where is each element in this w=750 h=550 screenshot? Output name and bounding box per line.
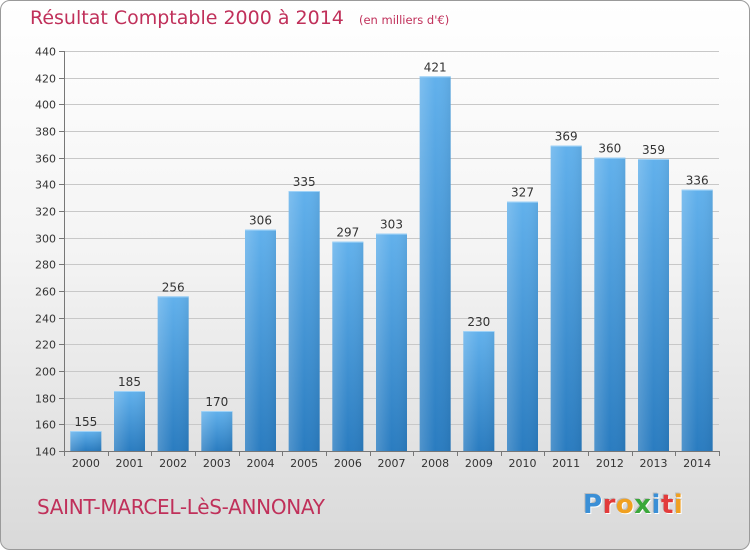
bar-shine <box>419 76 451 451</box>
data-label: 303 <box>380 218 403 232</box>
data-label: 306 <box>249 214 272 228</box>
data-label: 256 <box>162 280 185 294</box>
bar-shine <box>376 233 407 451</box>
data-label: 335 <box>293 175 316 189</box>
x-tick-label: 2007 <box>378 457 406 470</box>
y-tick-label: 300 <box>35 233 56 246</box>
data-label: 185 <box>118 375 141 389</box>
bar-shine <box>114 391 145 451</box>
x-tick-label: 2005 <box>290 457 318 470</box>
bar-shine <box>681 189 713 451</box>
data-label: 170 <box>205 395 228 409</box>
x-tick-label: 2008 <box>421 457 449 470</box>
x-tick-label: 2013 <box>640 457 668 470</box>
x-tick-label: 2012 <box>596 457 624 470</box>
logo-letter: i <box>651 490 661 520</box>
y-tick-label: 380 <box>35 126 56 139</box>
chart-title: Résultat Comptable 2000 à 2014 <box>30 7 344 29</box>
data-label: 421 <box>424 60 447 74</box>
bar-shine <box>550 145 582 451</box>
y-tick-label: 400 <box>35 99 56 112</box>
x-tick-label: 2001 <box>116 457 144 470</box>
data-label: 336 <box>686 174 709 188</box>
bar-shine <box>157 296 189 451</box>
x-tick-label: 2011 <box>552 457 580 470</box>
data-label: 327 <box>511 186 534 200</box>
bar-shine <box>288 191 320 451</box>
x-tick-label: 2003 <box>203 457 231 470</box>
y-tick-label: 160 <box>35 419 56 432</box>
logo-letter: r <box>602 490 616 520</box>
x-tick-label: 2000 <box>72 457 100 470</box>
x-tick-label: 2009 <box>465 457 493 470</box>
y-tick-label: 420 <box>35 73 56 86</box>
bar-shine <box>507 201 538 451</box>
bar-shine <box>245 229 276 451</box>
data-label: 230 <box>467 315 490 329</box>
y-tick-label: 340 <box>35 179 56 192</box>
y-tick-label: 360 <box>35 153 56 166</box>
logo-letter: o <box>615 490 635 520</box>
town-name: SAINT-MARCEL-LèS-ANNONAY <box>37 495 325 519</box>
proxiti-logo: Proxiti <box>583 490 683 520</box>
x-tick-label: 2002 <box>159 457 187 470</box>
y-tick-label: 440 <box>35 46 56 59</box>
logo-letter: t <box>660 490 674 520</box>
y-tick-label: 280 <box>35 259 56 272</box>
bar-shine <box>201 411 233 451</box>
bar-shine <box>463 331 495 451</box>
data-label: 359 <box>642 143 665 157</box>
logo-letter: i <box>673 490 684 520</box>
bar-shine <box>332 241 364 451</box>
data-label: 369 <box>555 130 578 144</box>
data-label: 360 <box>598 142 621 156</box>
y-tick-label: 220 <box>35 339 56 352</box>
y-tick-label: 180 <box>35 393 56 406</box>
chart-title-block: Résultat Comptable 2000 à 2014 (en milli… <box>30 7 449 29</box>
y-tick-label: 200 <box>35 366 56 379</box>
y-tick-label: 320 <box>35 206 56 219</box>
data-label: 155 <box>74 415 97 429</box>
axis-layer: 140 160 180 200 220 240 260 280 300 320 340 360 380 4… <box>35 46 720 470</box>
bars-layer: 155 185 256 170 306 335 297 303 421 230 327 369 360 3… <box>70 60 713 451</box>
y-tick-label: 260 <box>35 286 56 299</box>
logo-letter: P <box>583 490 603 520</box>
bar-shine <box>638 159 669 451</box>
y-tick-label: 140 <box>35 446 56 459</box>
x-tick-label: 2010 <box>509 457 537 470</box>
logo-letter: x <box>634 490 652 520</box>
x-tick-label: 2004 <box>247 457 275 470</box>
bar-shine <box>70 431 102 451</box>
data-label: 297 <box>336 226 359 240</box>
bar-shine <box>594 157 626 451</box>
x-tick-label: 2006 <box>334 457 362 470</box>
y-tick-label: 240 <box>35 313 56 326</box>
x-tick-label: 2014 <box>683 457 711 470</box>
unit-note: (en milliers d'€) <box>358 13 450 27</box>
